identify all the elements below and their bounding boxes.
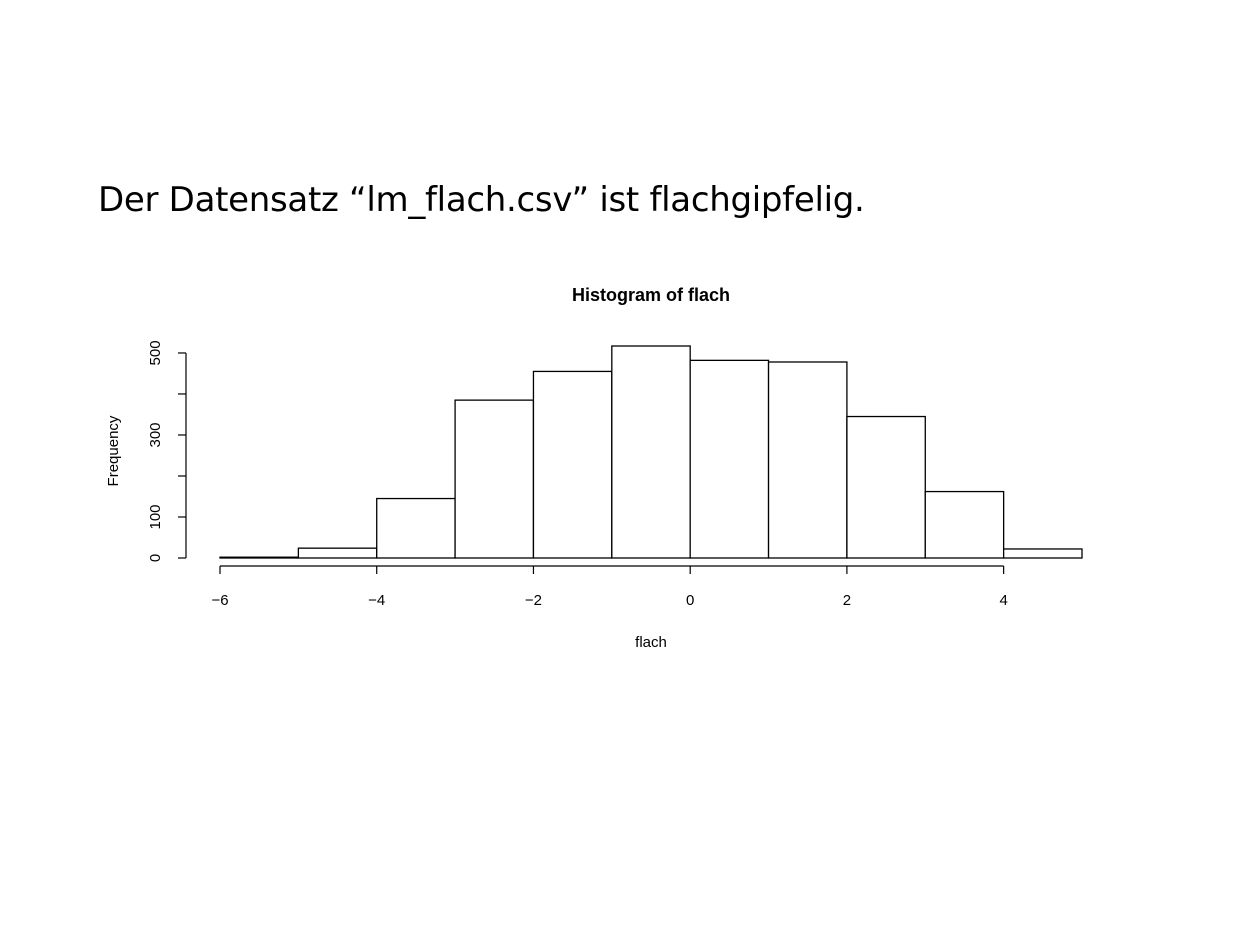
histogram-bar xyxy=(219,556,300,559)
x-tick-label: −4 xyxy=(368,592,385,609)
histogram-bar xyxy=(376,497,456,559)
histogram-bar xyxy=(297,547,378,559)
histogram-bar xyxy=(611,345,691,559)
histogram-bar xyxy=(924,490,1005,559)
histogram-bar xyxy=(767,361,848,559)
chart-title: Histogram of flach xyxy=(572,285,730,305)
x-tick-label: 0 xyxy=(686,592,694,609)
y-axis: 0 100 300 500 xyxy=(147,340,187,562)
x-tick-label: 4 xyxy=(999,592,1007,609)
x-axis: −6 −4 −2 0 2 4 xyxy=(211,565,1008,609)
histogram-bar xyxy=(689,359,770,559)
y-tick-label: 100 xyxy=(147,504,164,529)
x-tick-label: 2 xyxy=(843,592,851,609)
y-tick-label: 500 xyxy=(147,340,164,365)
x-axis-label: flach xyxy=(635,634,667,651)
y-axis-label: Frequency xyxy=(105,415,122,486)
histogram-bar xyxy=(846,415,926,559)
histogram-bar xyxy=(454,399,535,559)
histogram-bar xyxy=(532,370,613,559)
y-tick-label: 0 xyxy=(147,554,164,562)
x-tick-label: −6 xyxy=(211,592,228,609)
slide-statement: Der Datensatz “lm_flach.csv” ist flachgi… xyxy=(98,180,865,220)
histogram-bars xyxy=(219,345,1083,559)
x-tick-label: −2 xyxy=(525,592,542,609)
y-tick-label: 300 xyxy=(147,422,164,447)
histogram-bar xyxy=(1002,548,1083,559)
